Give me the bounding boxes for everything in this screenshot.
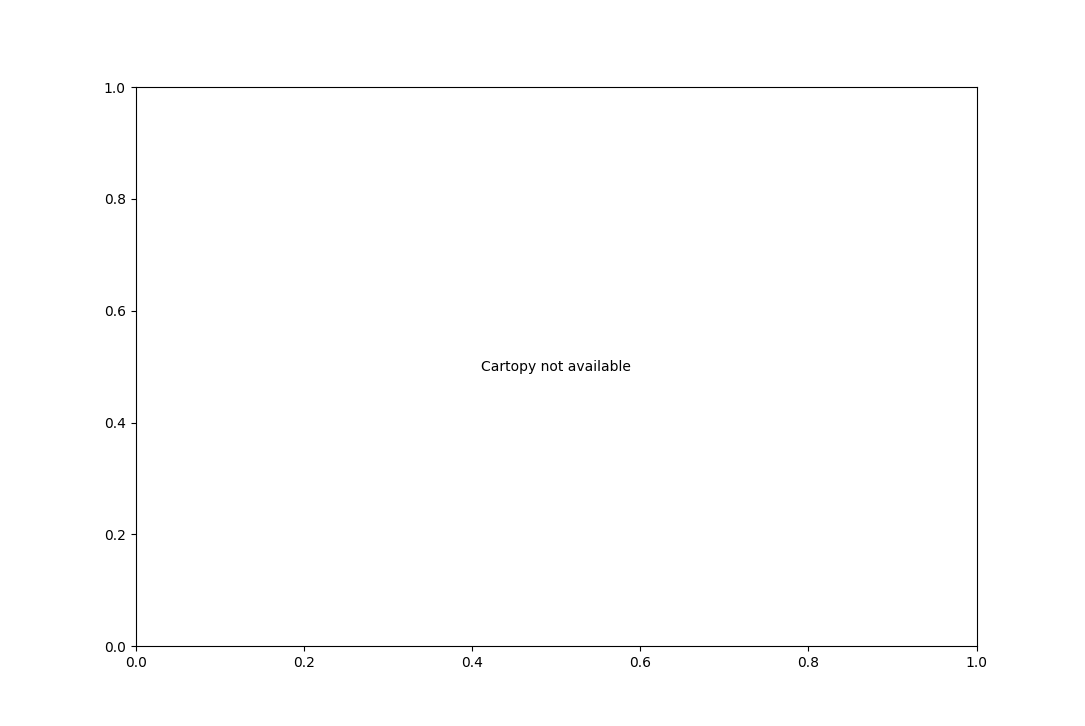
Text: Cartopy not available: Cartopy not available	[481, 359, 631, 374]
